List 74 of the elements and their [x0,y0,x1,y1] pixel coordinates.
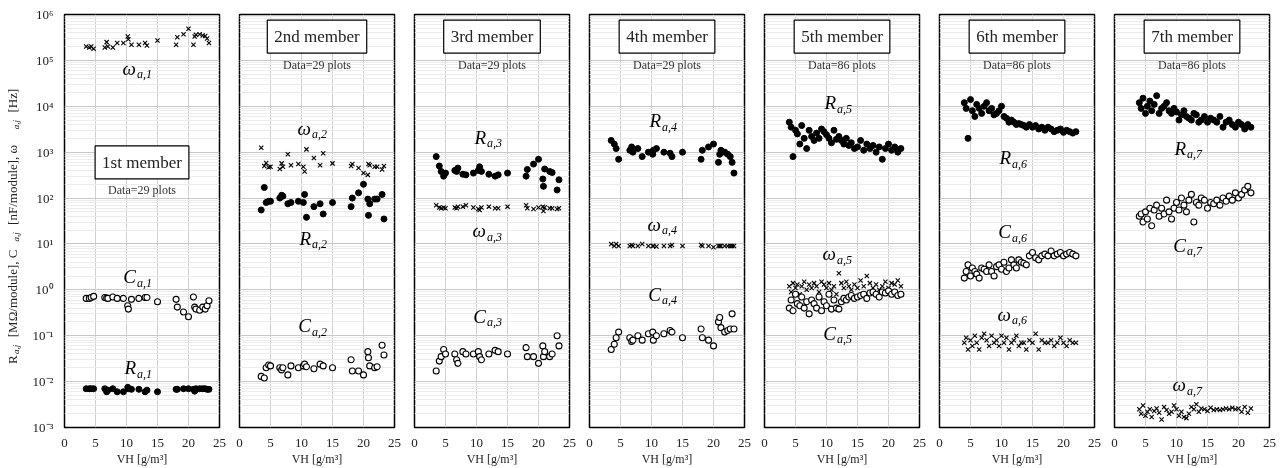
x-tick-label: 25 [213,434,226,450]
x-tick-label: 10 [470,434,483,450]
x-tick-label: 15 [501,434,514,450]
annotation: Data=86 plots [808,57,877,72]
x-tick-label: 15 [326,434,339,450]
text: 3rd member [450,27,534,47]
x-tick-label: 15 [1026,434,1039,450]
y-tick-label: 10³ [36,144,54,160]
text: 2nd member [274,27,361,47]
annotation: Data=86 plots [1158,57,1227,72]
x-tick-label: 15 [676,434,689,450]
y-tick-label: 10⁰ [35,282,54,298]
x-tick-label: 0 [236,434,243,450]
annotation: Data=29 plots [458,57,527,72]
x-tick-label: 25 [738,434,751,450]
x-tick-label: 5 [267,434,274,450]
x-tick-label: 20 [182,434,195,450]
x-tick-label: 0 [1111,434,1118,450]
x-tick-label: 5 [617,434,624,450]
text: 1st member [102,152,183,172]
annotation: Data=86 plots [983,57,1052,72]
x-tick-label: 25 [563,434,576,450]
annotation: Data=29 plots [283,57,352,72]
x-axis-title: VH [g/m³] [116,451,168,466]
y-tick-label: 10⁻² [32,374,54,390]
y-tick-label: 10¹ [36,236,54,252]
x-tick-label: 0 [411,434,418,450]
x-axis-title: VH [g/m³] [291,451,343,466]
annotation: Data=29 plots [633,57,702,72]
text: 5th member [801,27,884,47]
x-tick-label: 25 [388,434,401,450]
x-tick-label: 20 [1057,434,1070,450]
y-tick-label: 10⁴ [35,98,54,114]
y-tick-label: 10⁵ [35,52,54,68]
text: 4th member [626,27,709,47]
x-tick-label: 10 [820,434,833,450]
x-tick-label: 20 [357,434,370,450]
y-axis-title: Ra,j [MΩ/module], Ca,j [nF/module], ωa,j [Hz] [5,88,21,365]
x-tick-label: 10 [1170,434,1183,450]
x-axis-title: VH [g/m³] [466,451,518,466]
y-tick-label: 10² [36,190,54,206]
x-tick-label: 0 [936,434,943,450]
y-tick-label: 10⁻¹ [32,328,54,344]
x-axis-title: VH [g/m³] [991,451,1043,466]
x-tick-label: 0 [586,434,593,450]
x-axis-title: VH [g/m³] [641,451,693,466]
text: 6th member [976,27,1059,47]
x-tick-label: 10 [645,434,658,450]
x-tick-label: 25 [1088,434,1101,450]
x-tick-label: 5 [1142,434,1149,450]
annotation: Data=29 plots [108,183,177,198]
x-tick-label: 10 [995,434,1008,450]
x-tick-label: 20 [882,434,895,450]
x-tick-label: 0 [61,434,68,450]
x-tick-label: 20 [1232,434,1245,450]
x-tick-label: 5 [92,434,99,450]
x-tick-label: 20 [532,434,545,450]
x-tick-label: 15 [851,434,864,450]
x-tick-label: 5 [792,434,799,450]
text: 7th member [1151,27,1234,47]
x-tick-label: 10 [120,434,133,450]
y-tick-label: 10⁻³ [32,420,54,435]
x-axis-title: VH [g/m³] [1166,451,1218,466]
x-tick-label: 5 [442,434,449,450]
x-tick-label: 5 [967,434,974,450]
x-tick-label: 10 [295,434,308,450]
x-tick-label: 25 [1263,434,1276,450]
x-tick-label: 0 [761,434,768,450]
x-tick-label: 15 [1201,434,1214,450]
y-tick-label: 10⁶ [35,7,54,22]
x-axis-title: VH [g/m³] [816,451,868,466]
x-tick-label: 15 [151,434,164,450]
x-tick-label: 20 [707,434,720,450]
x-tick-label: 25 [913,434,926,450]
